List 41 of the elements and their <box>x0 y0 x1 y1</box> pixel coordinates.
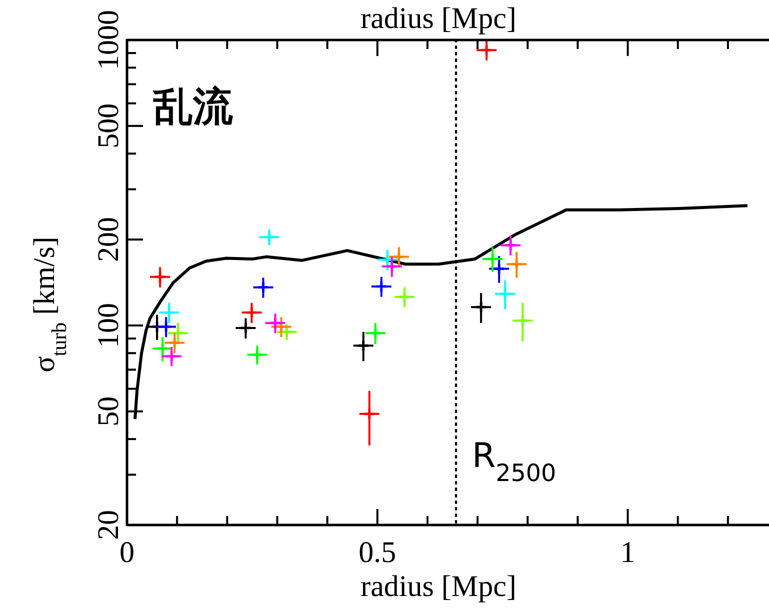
point <box>245 306 258 319</box>
point <box>510 258 523 270</box>
x2-axis-title: radius [Mpc] <box>360 2 516 35</box>
point <box>251 348 264 361</box>
y-tick-label: 200 <box>92 217 125 262</box>
x-tick-label: 0.5 <box>358 536 396 569</box>
point <box>516 314 529 327</box>
point <box>160 320 172 333</box>
point <box>168 336 181 349</box>
point <box>263 230 276 244</box>
point <box>498 288 512 300</box>
point <box>386 260 398 273</box>
x-tick-label: 1 <box>620 536 636 569</box>
point <box>162 306 176 319</box>
point <box>480 44 493 56</box>
point <box>239 322 252 334</box>
point <box>486 252 499 266</box>
point <box>492 262 506 275</box>
point <box>165 350 178 362</box>
point <box>398 290 411 304</box>
point <box>357 339 370 352</box>
y-tick-label: 1000 <box>92 10 125 70</box>
point <box>150 320 164 333</box>
ref-line-label: R$_{2500}$ <box>472 436 556 487</box>
point <box>154 270 166 284</box>
point <box>392 250 406 263</box>
y-tick-label: 500 <box>92 103 125 148</box>
point <box>369 326 382 340</box>
point <box>275 320 288 333</box>
point <box>504 239 517 252</box>
x-axis-title: radius [Mpc] <box>360 570 516 603</box>
point <box>375 280 388 293</box>
point <box>269 316 282 330</box>
annotation: 乱流 <box>152 84 233 130</box>
point <box>474 300 488 314</box>
y-tick-label: 50 <box>92 396 125 426</box>
point <box>156 342 169 355</box>
point <box>172 326 184 340</box>
point <box>363 408 376 420</box>
point <box>257 281 270 294</box>
y-tick-label: 100 <box>92 302 125 348</box>
